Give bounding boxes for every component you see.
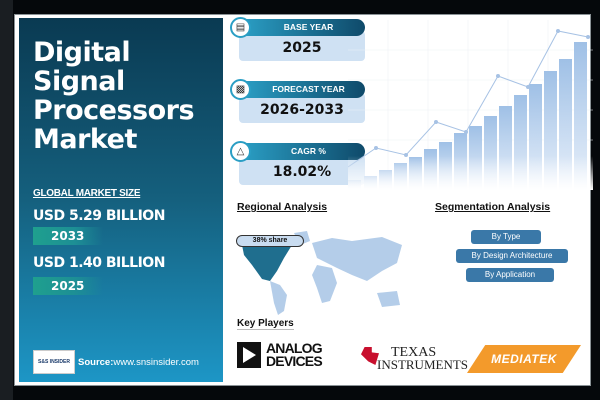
infographic-card: Digital Signal Processors Market GLOBAL … <box>14 14 593 386</box>
stat-value: 2026-2033 <box>239 93 365 123</box>
left-panel: Digital Signal Processors Market GLOBAL … <box>19 18 223 382</box>
texas-instruments-logo: TEXAS INSTRUMENTS <box>361 341 468 371</box>
stat-value: 18.02% <box>239 155 365 185</box>
market-year-2025: 2025 <box>33 277 103 295</box>
stat-value: 2025 <box>239 31 365 61</box>
key-players-heading: Key Players <box>237 318 294 330</box>
growth-icon: △ <box>230 141 251 162</box>
segment-by-application[interactable]: By Application <box>466 268 554 282</box>
title-line: Digital <box>33 37 131 68</box>
mediatek-logo: MEDIATEK <box>467 345 581 373</box>
stat-label: FORECAST YEAR <box>242 81 365 98</box>
window-edge <box>0 0 13 400</box>
logo-text: INSTRUMENTS <box>377 357 469 372</box>
region-share-callout: 38% share <box>236 235 304 247</box>
bar-chart-icon: ▩ <box>230 79 251 100</box>
source-label: Source: <box>78 356 114 368</box>
title-line: Processors <box>33 95 195 126</box>
title-line: Market <box>33 124 137 155</box>
logo-text: DEVICES <box>266 353 323 369</box>
stat-label: CAGR % <box>242 143 365 160</box>
title-line: Signal <box>33 66 125 97</box>
stat-label: BASE YEAR <box>242 19 365 36</box>
segment-by-type[interactable]: By Type <box>471 230 541 244</box>
market-year-2033: 2033 <box>33 227 103 245</box>
sns-insider-logo: S&S INSIDER <box>33 350 75 374</box>
logo-text: ANALOG <box>266 340 323 356</box>
page-title: Digital Signal Processors Market <box>33 37 195 155</box>
market-value-2025: USD 1.40 BILLION <box>33 255 165 271</box>
play-triangle-icon <box>237 342 261 368</box>
logo-text: TEXAS <box>391 345 437 360</box>
source: S&S INSIDER Source:www.snsinsider.com <box>33 350 199 374</box>
analog-devices-logo: ANALOG DEVICES <box>237 340 323 369</box>
document-icon: ▤ <box>230 17 251 38</box>
global-market-size-label: GLOBAL MARKET SIZE <box>33 188 141 199</box>
market-value-2033: USD 5.29 BILLION <box>33 208 165 224</box>
regional-analysis-heading: Regional Analysis <box>237 201 328 213</box>
source-link[interactable]: www.snsinsider.com <box>113 356 199 368</box>
segmentation-analysis-heading: Segmentation Analysis <box>435 201 551 213</box>
decorative-growth-chart <box>348 20 593 190</box>
segment-by-design-architecture[interactable]: By Design Architecture <box>456 249 568 263</box>
